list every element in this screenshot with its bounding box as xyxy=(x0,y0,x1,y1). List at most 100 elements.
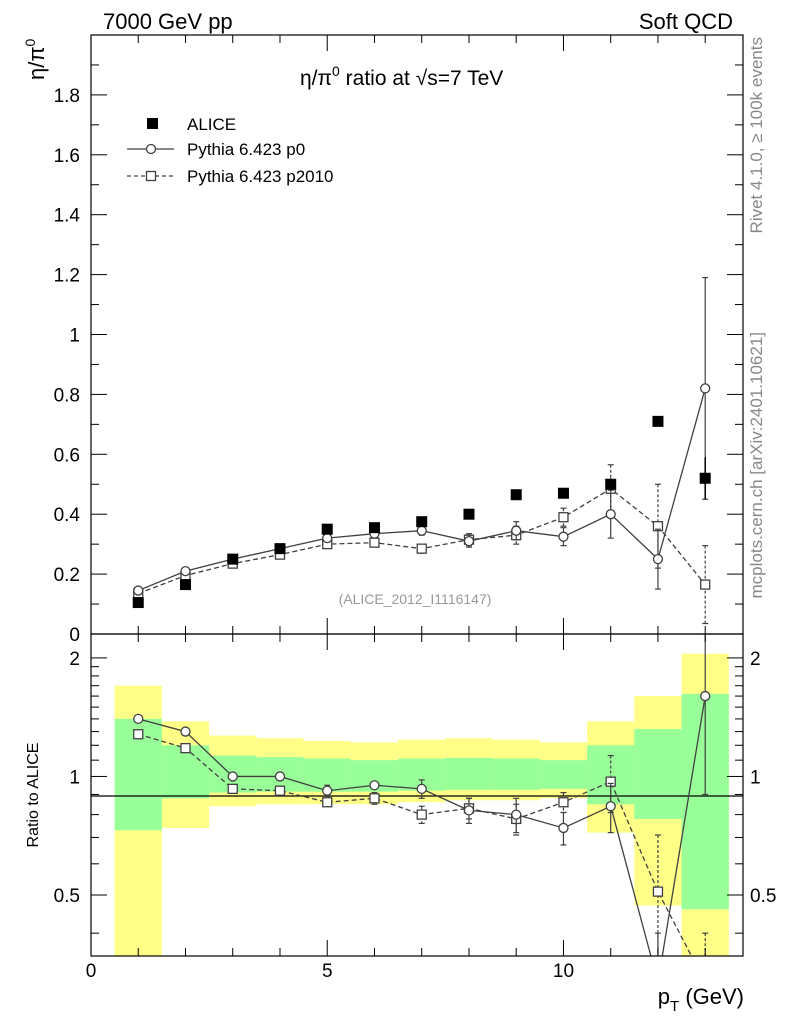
p0-point xyxy=(416,525,427,536)
p2010-line xyxy=(138,487,706,595)
ratio-y-tick-label-right: 2 xyxy=(750,649,761,670)
p0-ratio-point xyxy=(700,690,711,702)
rivet-label: Rivet 4.1.0, ≥ 100k events xyxy=(747,37,766,233)
ratio-panel: 0.5 0.5 1 1 2 2 0 5 10 Ratio to ALICE pT (GeV) xyxy=(25,633,776,1015)
main-plot-series xyxy=(132,276,711,625)
band-inner xyxy=(539,760,588,789)
alice-point xyxy=(557,487,569,499)
main-y-ticks: 0.2 0.4 0.6 0.8 1 1.2 1.4 1.6 1.8 xyxy=(54,64,743,605)
alice-point xyxy=(274,543,286,555)
p0-point xyxy=(700,383,711,394)
p0-ratio-point xyxy=(133,713,144,725)
ratio-y-tick-label-right: 0.5 xyxy=(750,886,776,907)
main-y-tick-label: 0.8 xyxy=(54,385,80,406)
p0-point xyxy=(463,536,475,547)
alice-point xyxy=(463,508,475,520)
p2010-ratio-point xyxy=(227,783,238,795)
ratio-y-axis-label: Ratio to ALICE xyxy=(25,743,42,848)
legend: ALICE Pythia 6.423 p0 Pythia 6.423 p2010 xyxy=(127,115,334,186)
p0-point xyxy=(652,553,664,565)
x-axis-label: pT (GeV) xyxy=(658,984,744,1015)
main-x-ticks xyxy=(90,35,706,634)
main-y-tick-label: 0.6 xyxy=(54,445,80,466)
p2010-point xyxy=(700,579,711,590)
p2010-ratio-point xyxy=(416,809,427,820)
p0-ratio-point xyxy=(227,771,238,782)
main-panel: η/π0 η/π0 ratio at √s=7 TeV 0.2 0.4 0.6 0.8… xyxy=(22,34,744,646)
main-y-axis-label: η/π0 xyxy=(22,38,49,80)
band-inner xyxy=(492,758,540,790)
p0-ratio-point xyxy=(322,785,333,796)
p2010-point xyxy=(369,537,380,548)
alice-point xyxy=(179,579,191,591)
p2010-ratio-point xyxy=(274,785,286,796)
p0-ratio-point xyxy=(416,783,427,795)
p2010-ratio-point xyxy=(369,793,380,804)
legend-label-alice: ALICE xyxy=(187,115,236,134)
ratio-y-ticks: 0.5 0.5 1 1 2 2 xyxy=(54,649,776,934)
ratio-y-tick-label: 0.5 xyxy=(54,886,80,907)
main-y-tick-label: 1.2 xyxy=(54,266,80,287)
p2010-point xyxy=(416,543,427,554)
main-y-tick-label: 0.2 xyxy=(54,565,80,586)
ratio-y-tick-label: 1 xyxy=(69,767,80,788)
p0-ratio-point xyxy=(180,726,191,737)
main-y-tick-label: 0.4 xyxy=(54,505,81,526)
x-tick-label: 10 xyxy=(553,961,574,982)
uncertainty-bands xyxy=(114,653,729,956)
p0-point xyxy=(133,585,144,596)
x-tick-label: 0 xyxy=(86,961,97,982)
band-inner xyxy=(161,745,210,799)
p0-point xyxy=(180,565,191,577)
alice-point xyxy=(368,522,380,534)
main-y-tick-label-0: 0 xyxy=(69,625,80,646)
alice-point xyxy=(132,597,144,609)
legend-marker-p2010 xyxy=(145,170,157,182)
p0-ratio-point xyxy=(511,809,522,820)
p2010-ratio-point xyxy=(652,886,664,897)
p0-line xyxy=(137,388,706,592)
alice-point xyxy=(652,415,664,427)
header-left: 7000 GeV pp xyxy=(103,9,233,34)
alice-point xyxy=(605,478,617,490)
main-y-tick-label: 1 xyxy=(69,326,80,347)
p0-ratio-point xyxy=(463,805,475,816)
p2010-ratio-point xyxy=(133,729,144,740)
ratio-y-tick-label-right: 1 xyxy=(750,767,761,788)
mcplots-label: mcplots.cern.ch [arXiv:2401.10621] xyxy=(747,332,766,598)
band-inner xyxy=(634,728,682,819)
ratio-y-tick-label: 2 xyxy=(69,649,80,670)
p2010-ratio-point xyxy=(322,797,333,808)
alice-point xyxy=(321,523,333,535)
alice-point xyxy=(699,472,711,484)
p0-point xyxy=(605,509,616,520)
p0-ratio-point xyxy=(369,780,380,791)
alice-point xyxy=(227,553,239,565)
p0-ratio-point xyxy=(558,822,569,834)
legend-marker-p0 xyxy=(145,143,157,155)
p2010-point xyxy=(558,512,569,523)
main-y-tick-label: 1.4 xyxy=(54,206,81,227)
x-tick-label: 5 xyxy=(322,961,333,982)
p0-ratio-point xyxy=(605,801,616,812)
p0-point xyxy=(558,531,569,542)
p0-ratio-point xyxy=(274,771,286,782)
chart-title: η/π0 ratio at √s=7 TeV xyxy=(300,63,503,90)
main-y-tick-label: 1.6 xyxy=(54,146,80,167)
header-right: Soft QCD xyxy=(639,9,733,34)
p2010-ratio-point xyxy=(180,742,191,754)
alice-point xyxy=(510,489,522,501)
p0-point xyxy=(511,525,522,536)
legend-label-p2010: Pythia 6.423 p2010 xyxy=(187,167,334,186)
ratio-plot-series xyxy=(133,634,711,956)
p2010-ratio-point xyxy=(558,797,569,808)
legend-marker-alice xyxy=(147,118,158,129)
ratio-plot-frame xyxy=(90,633,744,957)
analysis-watermark: (ALICE_2012_I1116147) xyxy=(339,591,492,607)
main-y-tick-label: 1.8 xyxy=(54,86,80,107)
band-inner xyxy=(445,757,493,790)
legend-label-p0: Pythia 6.423 p0 xyxy=(187,140,305,159)
ratio-x-ticks: 0 5 10 xyxy=(86,634,706,982)
alice-point xyxy=(416,516,428,528)
